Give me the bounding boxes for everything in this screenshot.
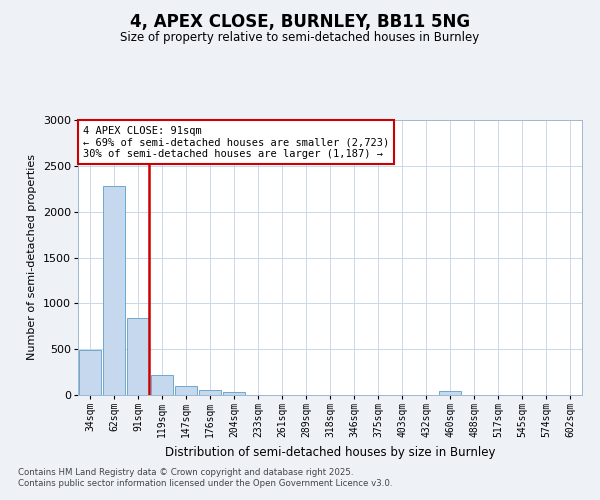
Bar [151, 375, 173, 395]
Bar [439, 392, 461, 395]
Text: Contains HM Land Registry data © Crown copyright and database right 2025.: Contains HM Land Registry data © Crown c… [18, 468, 353, 477]
Bar [175, 386, 197, 395]
Text: Contains public sector information licensed under the Open Government Licence v3: Contains public sector information licen… [18, 479, 392, 488]
Bar [127, 318, 149, 395]
Text: 4 APEX CLOSE: 91sqm
← 69% of semi-detached houses are smaller (2,723)
30% of sem: 4 APEX CLOSE: 91sqm ← 69% of semi-detach… [83, 126, 389, 158]
Bar [223, 392, 245, 395]
Bar [103, 186, 125, 395]
X-axis label: Distribution of semi-detached houses by size in Burnley: Distribution of semi-detached houses by … [165, 446, 495, 458]
Bar [79, 350, 101, 395]
Text: Size of property relative to semi-detached houses in Burnley: Size of property relative to semi-detach… [121, 31, 479, 44]
Y-axis label: Number of semi-detached properties: Number of semi-detached properties [28, 154, 37, 360]
Bar [199, 390, 221, 395]
Text: 4, APEX CLOSE, BURNLEY, BB11 5NG: 4, APEX CLOSE, BURNLEY, BB11 5NG [130, 14, 470, 32]
